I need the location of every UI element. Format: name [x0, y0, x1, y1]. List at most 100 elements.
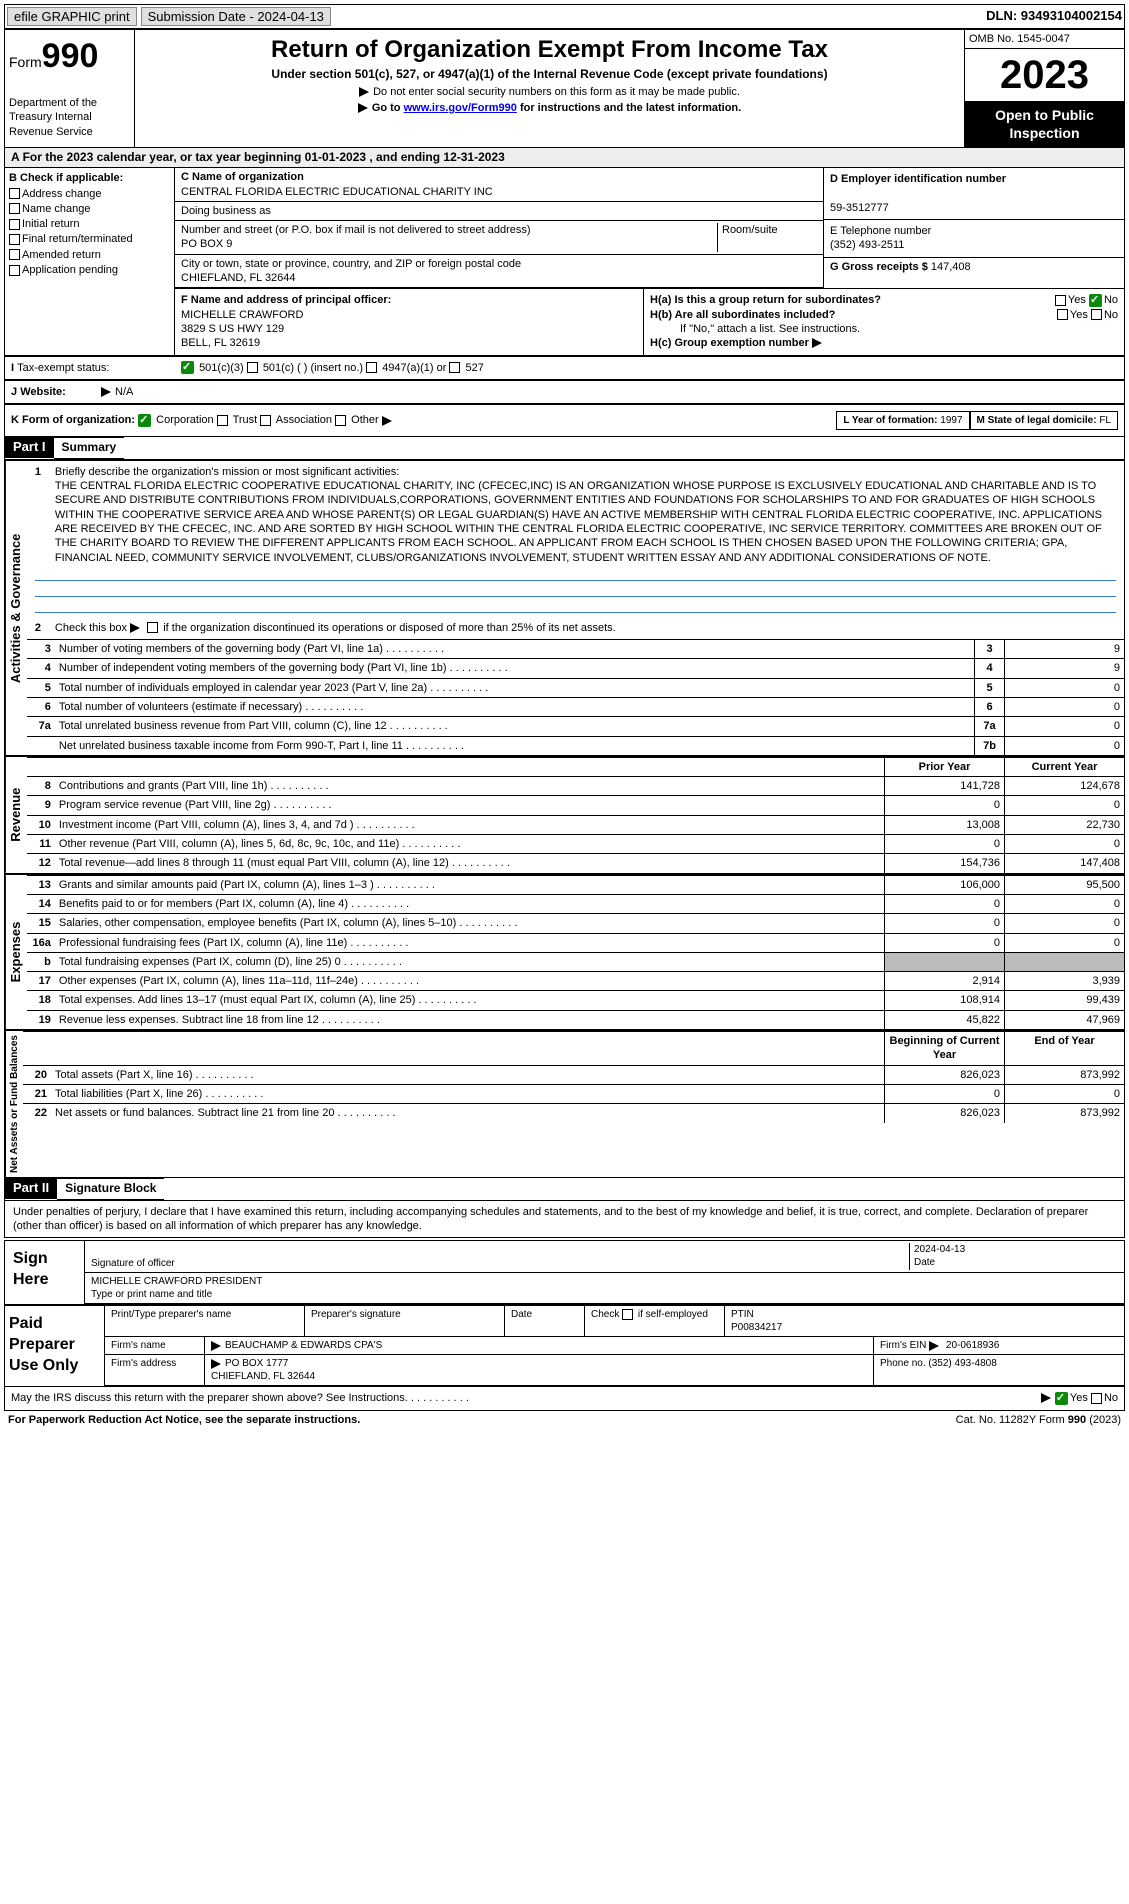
- 501c3-checkbox[interactable]: [181, 361, 194, 374]
- line-num: b: [27, 953, 55, 971]
- date-label: Date: [914, 1257, 935, 1268]
- line-val: 0: [1004, 717, 1124, 735]
- prep-date-label: Date: [505, 1306, 585, 1336]
- no-label: No: [1104, 1392, 1118, 1404]
- prior-val: 108,914: [884, 991, 1004, 1009]
- checkbox-initial-return[interactable]: [9, 219, 20, 230]
- nossn-note: Do not enter social security numbers on …: [373, 86, 740, 98]
- hb-label: H(b) Are all subordinates included?: [650, 309, 835, 321]
- discontinued-checkbox[interactable]: [147, 622, 158, 633]
- org-name: CENTRAL FLORIDA ELECTRIC EDUCATIONAL CHA…: [181, 186, 493, 198]
- declaration: Under penalties of perjury, I declare th…: [4, 1201, 1125, 1239]
- discuss-no-checkbox[interactable]: [1091, 1393, 1102, 1404]
- discuss-yes-checkbox[interactable]: [1055, 1392, 1068, 1405]
- officer-addr1: 3829 S US HWY 129: [181, 323, 284, 335]
- checkbox-name-change[interactable]: [9, 203, 20, 214]
- b-item: Final return/terminated: [22, 233, 133, 245]
- arrow-icon: [1041, 1393, 1051, 1403]
- other-checkbox[interactable]: [335, 415, 346, 426]
- ptin-value: P00834217: [731, 1322, 782, 1333]
- current-val: 124,678: [1004, 777, 1124, 795]
- line-desc: Salaries, other compensation, employee b…: [55, 914, 884, 932]
- b-item: Amended return: [22, 249, 101, 261]
- prep-phone: (352) 493-4808: [928, 1358, 996, 1369]
- 501c-checkbox[interactable]: [247, 362, 258, 373]
- dln: DLN: 93493104002154: [986, 8, 1122, 25]
- arrow-icon: [382, 416, 392, 426]
- cat-no: Cat. No. 11282Y: [956, 1414, 1036, 1426]
- org-city: CHIEFLAND, FL 32644: [181, 272, 296, 284]
- line-desc: Other expenses (Part IX, column (A), lin…: [55, 972, 884, 990]
- current-val: [1004, 953, 1124, 971]
- line-num: 9: [27, 796, 55, 814]
- checkbox-final-return[interactable]: [9, 234, 20, 245]
- current-val: 873,992: [1004, 1066, 1124, 1084]
- line-code: 7b: [974, 737, 1004, 755]
- line-num: 8: [27, 777, 55, 795]
- line-desc: Net unrelated business taxable income fr…: [55, 737, 974, 755]
- current-val: 3,939: [1004, 972, 1124, 990]
- part2-header: Part II: [5, 1178, 57, 1199]
- hb-no-checkbox[interactable]: [1091, 309, 1102, 320]
- current-val: 22,730: [1004, 816, 1124, 834]
- form-ref: Form 990 (2023): [1039, 1414, 1121, 1426]
- ha-label: H(a) Is this a group return for subordin…: [650, 294, 881, 306]
- prior-val: 0: [884, 934, 1004, 952]
- irs-link[interactable]: www.irs.gov/Form990: [404, 102, 517, 114]
- self-emp-checkbox[interactable]: [622, 1309, 633, 1320]
- current-val: 95,500: [1004, 876, 1124, 894]
- efile-print-button[interactable]: efile GRAPHIC print: [7, 7, 137, 26]
- state-domicile: FL: [1099, 415, 1111, 426]
- line-val: 0: [1004, 737, 1124, 755]
- ha-no-checkbox[interactable]: [1089, 294, 1102, 307]
- line-num: 20: [23, 1066, 51, 1084]
- side-net: Net Assets or Fund Balances: [5, 1031, 23, 1177]
- goto-pre: Go to: [372, 102, 404, 114]
- line-num: 19: [27, 1011, 55, 1029]
- phone-label: E Telephone number: [830, 225, 931, 237]
- officer-name: MICHELLE CRAWFORD: [181, 309, 303, 321]
- h-note: If "No," attach a list. See instructions…: [650, 322, 1118, 336]
- checkbox-app-pending[interactable]: [9, 265, 20, 276]
- year-formation: 1997: [940, 415, 962, 426]
- sig-name: MICHELLE CRAWFORD PRESIDENT: [91, 1276, 262, 1287]
- checkbox-amended[interactable]: [9, 249, 20, 260]
- opt-4947: 4947(a)(1) or: [382, 362, 446, 374]
- 4947-checkbox[interactable]: [366, 362, 377, 373]
- checkbox-address-change[interactable]: [9, 188, 20, 199]
- col-current: Current Year: [1004, 758, 1124, 776]
- arrow-icon: [358, 103, 368, 113]
- part1-header: Part I: [5, 437, 54, 458]
- form-subtitle: Under section 501(c), 527, or 4947(a)(1)…: [139, 67, 960, 83]
- arrow-icon: [130, 623, 140, 633]
- no-label: No: [1104, 294, 1118, 306]
- website-value: N/A: [115, 386, 133, 398]
- line-val: 0: [1004, 698, 1124, 716]
- corp-checkbox[interactable]: [138, 414, 151, 427]
- line-num: 5: [27, 679, 55, 697]
- firm-city: CHIEFLAND, FL 32644: [211, 1371, 315, 1382]
- topbar: efile GRAPHIC print Submission Date - 20…: [4, 4, 1125, 29]
- line-num: 21: [23, 1085, 51, 1103]
- b-header: B Check if applicable:: [9, 172, 123, 184]
- line-desc: Investment income (Part VIII, column (A)…: [55, 816, 884, 834]
- prior-val: 141,728: [884, 777, 1004, 795]
- opt-assoc: Association: [276, 414, 332, 426]
- line-desc: Benefits paid to or for members (Part IX…: [55, 895, 884, 913]
- ha-yes-checkbox[interactable]: [1055, 295, 1066, 306]
- 527-checkbox[interactable]: [449, 362, 460, 373]
- hb-yes-checkbox[interactable]: [1057, 309, 1068, 320]
- submission-date-button[interactable]: Submission Date - 2024-04-13: [141, 7, 331, 26]
- city-label: City or town, state or province, country…: [181, 258, 521, 270]
- room-label: Room/suite: [722, 224, 778, 236]
- line-num: 18: [27, 991, 55, 1009]
- firm-ein-label: Firm's EIN: [880, 1340, 926, 1351]
- mission-text: THE CENTRAL FLORIDA ELECTRIC COOPERATIVE…: [35, 479, 1116, 565]
- line-desc: Total liabilities (Part X, line 26): [51, 1085, 884, 1103]
- arrow-icon: [101, 387, 111, 397]
- assoc-checkbox[interactable]: [260, 415, 271, 426]
- prior-val: 826,023: [884, 1066, 1004, 1084]
- trust-checkbox[interactable]: [217, 415, 228, 426]
- line-num: 10: [27, 816, 55, 834]
- line-desc: Total assets (Part X, line 16): [51, 1066, 884, 1084]
